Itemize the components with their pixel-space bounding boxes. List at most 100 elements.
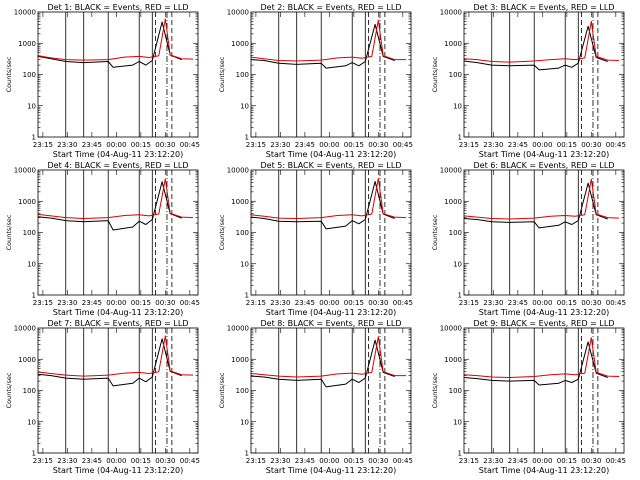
- y-tick-label: 1: [458, 450, 462, 458]
- detector-panel-8: Det 8: BLACK = Events, RED = LLD Counts/s…: [218, 319, 413, 475]
- x-tick-label: 00:15: [131, 299, 151, 307]
- x-tick-label: 23:30: [270, 141, 290, 149]
- x-tick-label: 23:30: [270, 299, 290, 307]
- y-tick-label: 1: [458, 134, 462, 142]
- detector-panel-4: Det 4: BLACK = Events, RED = LLD Counts/s…: [5, 161, 200, 317]
- x-tick-label: 23:30: [483, 457, 503, 465]
- x-tick-label: 23:15: [33, 299, 53, 307]
- x-tick-label: 00:15: [557, 141, 577, 149]
- y-tick-label: 1: [245, 134, 249, 142]
- series-events-line: [250, 181, 395, 230]
- y-tick-label: 1: [245, 292, 249, 300]
- detector-panel-6: Det 6: BLACK = Events, RED = LLD Counts/s…: [431, 161, 626, 317]
- x-tick-label: 00:00: [532, 141, 552, 149]
- detector-panel-9: Det 9: BLACK = Events, RED = LLD Counts/s…: [431, 319, 626, 475]
- plot-frame: [250, 169, 412, 296]
- x-tick-label: 00:45: [180, 299, 200, 307]
- x-tick-label: 23:15: [459, 299, 479, 307]
- plot-frame: [463, 327, 625, 454]
- plot-frame: [463, 11, 625, 138]
- x-tick-label: 23:45: [295, 457, 315, 465]
- y-tick-label: 10000: [14, 325, 36, 333]
- x-tick-label: 23:15: [33, 141, 53, 149]
- series-lld-line: [37, 335, 194, 377]
- x-tick-label: 00:45: [393, 141, 413, 149]
- plot-frame: [37, 169, 199, 296]
- x-tick-label: 00:45: [180, 457, 200, 465]
- y-tick-label: 10: [27, 260, 36, 268]
- x-tick-label: 23:45: [508, 141, 528, 149]
- x-tick-label: 00:45: [393, 457, 413, 465]
- x-tick-label: 00:45: [393, 299, 413, 307]
- y-tick-label: 100: [23, 229, 36, 237]
- x-tick-label: 00:45: [606, 457, 626, 465]
- y-tick-label: 1000: [231, 40, 249, 48]
- x-tick-label: 00:15: [344, 141, 364, 149]
- y-axis-label: Counts/sec: [218, 372, 226, 408]
- x-tick-label: 23:15: [459, 141, 479, 149]
- y-tick-label: 1: [32, 450, 36, 458]
- y-tick-label: 100: [449, 71, 462, 79]
- series-lld-line: [250, 177, 407, 219]
- x-tick-label: 23:30: [57, 457, 77, 465]
- y-axis-label: Counts/sec: [5, 214, 13, 250]
- y-tick-label: 1000: [444, 356, 462, 364]
- y-tick-label: 10: [453, 418, 462, 426]
- x-axis-label: Start Time (04-Aug-11 23:12:20): [53, 466, 184, 475]
- y-tick-label: 10: [240, 102, 249, 110]
- x-tick-label: 00:30: [368, 299, 388, 307]
- y-tick-label: 10: [27, 418, 36, 426]
- x-tick-label: 00:30: [368, 457, 388, 465]
- detector-panel-7: Det 7: BLACK = Events, RED = LLD Counts/s…: [5, 319, 200, 475]
- x-tick-label: 00:30: [155, 299, 175, 307]
- y-tick-label: 1: [32, 292, 36, 300]
- x-tick-label: 23:45: [295, 141, 315, 149]
- y-tick-label: 100: [236, 71, 249, 79]
- x-tick-label: 23:45: [82, 457, 102, 465]
- y-tick-label: 1000: [231, 356, 249, 364]
- plot-frame: [250, 327, 412, 454]
- y-tick-label: 10000: [227, 9, 249, 17]
- panel-title: Det 1: BLACK = Events, RED = LLD: [48, 3, 189, 12]
- x-axis-label: Start Time (04-Aug-11 23:12:20): [266, 466, 397, 475]
- detector-panel-2: Det 2: BLACK = Events, RED = LLD Counts/s…: [218, 3, 413, 159]
- y-tick-label: 10000: [14, 167, 36, 175]
- x-tick-label: 23:15: [246, 141, 266, 149]
- series-events-line: [463, 341, 608, 386]
- x-tick-label: 23:15: [33, 457, 53, 465]
- y-tick-label: 100: [236, 387, 249, 395]
- x-tick-label: 23:30: [57, 299, 77, 307]
- x-tick-label: 00:15: [557, 457, 577, 465]
- panel-title: Det 3: BLACK = Events, RED = LLD: [474, 3, 615, 12]
- y-tick-label: 1000: [18, 198, 36, 206]
- x-tick-label: 00:15: [131, 457, 151, 465]
- x-tick-label: 23:15: [459, 457, 479, 465]
- x-tick-label: 00:00: [319, 457, 339, 465]
- panel-title: Det 8: BLACK = Events, RED = LLD: [261, 319, 402, 328]
- x-axis-label: Start Time (04-Aug-11 23:12:20): [53, 308, 184, 317]
- x-axis-label: Start Time (04-Aug-11 23:12:20): [479, 308, 610, 317]
- x-tick-label: 23:15: [246, 457, 266, 465]
- panel-title: Det 2: BLACK = Events, RED = LLD: [261, 3, 402, 12]
- x-tick-label: 00:30: [155, 457, 175, 465]
- x-axis-label: Start Time (04-Aug-11 23:12:20): [266, 150, 397, 159]
- plot-frame: [463, 169, 625, 296]
- x-tick-label: 00:15: [344, 457, 364, 465]
- panel-title: Det 9: BLACK = Events, RED = LLD: [474, 319, 615, 328]
- y-axis-label: Counts/sec: [431, 372, 439, 408]
- x-tick-label: 00:45: [606, 299, 626, 307]
- series-lld-line: [463, 178, 620, 220]
- x-tick-label: 00:00: [106, 457, 126, 465]
- y-tick-label: 1000: [444, 198, 462, 206]
- y-tick-label: 10: [240, 260, 249, 268]
- x-tick-label: 00:30: [368, 141, 388, 149]
- x-axis-label: Start Time (04-Aug-11 23:12:20): [479, 466, 610, 475]
- series-events-line: [463, 25, 608, 71]
- panel-title: Det 7: BLACK = Events, RED = LLD: [48, 319, 189, 328]
- plot-frame: [250, 11, 412, 138]
- series-events-line: [250, 339, 395, 388]
- series-lld-line: [463, 20, 620, 63]
- x-tick-label: 23:45: [82, 141, 102, 149]
- series-events-line: [250, 23, 395, 69]
